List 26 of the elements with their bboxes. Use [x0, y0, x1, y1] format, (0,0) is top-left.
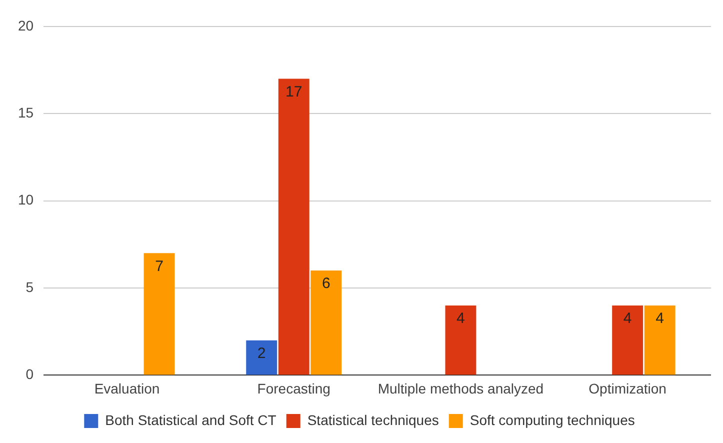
bar: [445, 305, 476, 375]
y-tick-label: 0: [26, 366, 34, 382]
y-tick-label: 10: [18, 192, 34, 208]
bar: [644, 305, 676, 375]
bar: [612, 305, 644, 375]
data-label: 6: [322, 275, 330, 292]
bar: [310, 270, 342, 375]
y-tick-label: 15: [18, 104, 34, 120]
data-label: 17: [286, 83, 302, 100]
x-tick-label: Forecasting: [257, 380, 330, 396]
legend-label: Statistical techniques: [307, 412, 439, 428]
data-label: 4: [623, 310, 632, 328]
bar: [144, 253, 175, 375]
data-label: 4: [656, 310, 664, 328]
legend-label: Both Statistical and Soft CT: [105, 412, 277, 428]
x-tick-label: Optimization: [588, 380, 666, 396]
bar: [278, 78, 310, 375]
y-tick-label: 5: [26, 278, 34, 295]
x-tick-label: Evaluation: [94, 380, 160, 396]
y-tick-label: 20: [18, 17, 34, 34]
data-label: 2: [257, 344, 266, 362]
data-label: 7: [155, 258, 164, 275]
bar: [246, 340, 278, 375]
legend-label: Soft computing techniques: [470, 412, 635, 428]
x-tick-label: Multiple methods analyzed: [378, 380, 544, 396]
data-label: 4: [456, 310, 465, 328]
